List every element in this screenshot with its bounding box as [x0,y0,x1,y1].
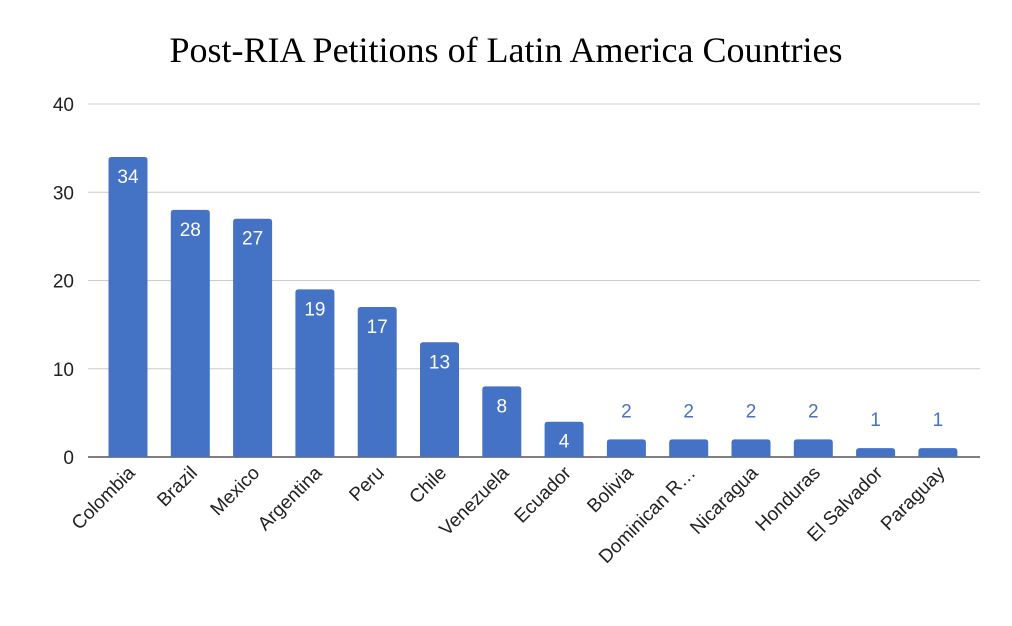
bar [295,289,335,457]
x-tick-label: Ecuador [511,462,576,527]
x-tick-label: Nicaragua [686,462,762,538]
x-tick-label: Bolivia [583,462,638,517]
bar [420,342,459,457]
data-label: 17 [367,317,388,338]
data-label: 4 [559,432,570,453]
gridlines [88,103,980,458]
x-tick-label: Brazil [153,463,201,511]
data-label: 2 [808,401,819,422]
bar [918,448,958,457]
y-tick-label: 30 [53,183,74,204]
data-label: 8 [497,396,508,417]
bar [669,439,709,457]
y-axis-ticks: 0 10 20 30 40 [53,95,74,469]
bar [108,156,148,457]
y-tick-label: 0 [63,448,74,469]
bar [544,421,584,457]
x-tick-label: Colombia [68,462,140,534]
y-tick-label: 20 [53,272,74,293]
data-label: 27 [242,229,263,250]
bars: 34 28 27 19 17 13 8 4 2 2 2 2 1 1 [108,156,958,457]
data-label: 19 [304,299,325,320]
data-label: 2 [746,401,757,422]
bar [170,209,210,457]
data-label: 1 [870,410,881,431]
x-tick-label: Paraguay [877,462,950,535]
bar [357,306,397,457]
data-label: 1 [933,410,944,431]
data-label: 34 [117,167,139,188]
data-label: 28 [180,220,201,241]
bar [793,439,833,457]
bar [482,386,522,457]
bar [731,439,771,457]
bar [856,448,896,457]
y-tick-label: 10 [53,360,74,381]
x-tick-label: Chile [406,463,451,508]
data-label: 13 [429,352,450,373]
x-tick-label: Argentina [254,462,327,535]
x-tick-label: Peru [346,463,389,506]
chart-title: Post-RIA Petitions of Latin America Coun… [170,30,843,70]
bar [233,218,273,457]
bar [606,439,646,457]
data-label: 2 [621,401,632,422]
y-tick-label: 40 [53,95,74,116]
x-tick-label: Mexico [207,463,264,520]
data-label: 2 [683,401,694,422]
